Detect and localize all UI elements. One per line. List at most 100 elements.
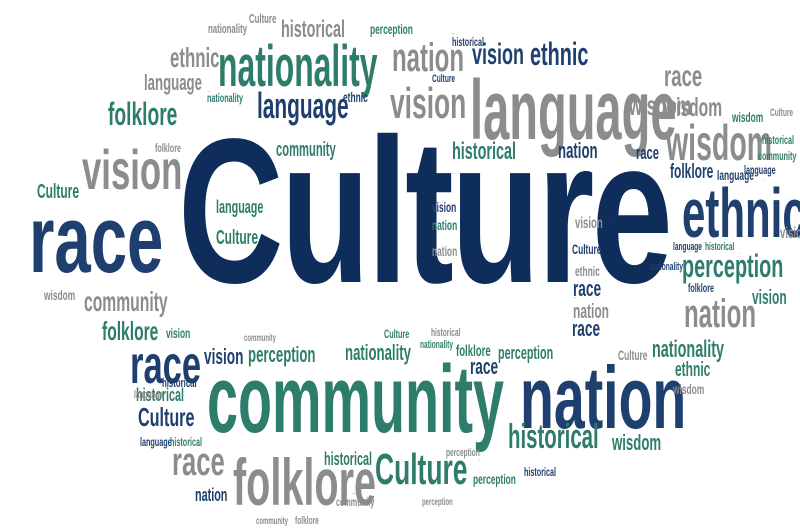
word-language: language — [717, 167, 754, 183]
word-wisdom: wisdom — [673, 381, 705, 397]
word-historical: historical — [324, 449, 373, 469]
word-language: language — [140, 435, 172, 449]
word-historical: historical — [508, 418, 599, 456]
word-language: language — [257, 85, 349, 126]
word-wisdom: wisdom — [612, 430, 662, 455]
word-community: community — [336, 495, 375, 509]
word-race: race — [573, 276, 602, 301]
word-community: community — [84, 286, 168, 317]
word-culture: Culture — [138, 402, 195, 432]
word-race: race — [470, 354, 499, 379]
word-community: community — [244, 333, 277, 344]
word-language-large: language — [470, 63, 677, 157]
word-ethnic: ethnic — [675, 359, 711, 381]
word-community: community — [256, 516, 289, 527]
word-historical: historical — [705, 241, 735, 253]
word-perception: perception — [682, 248, 784, 284]
word-community-large: community — [207, 346, 504, 453]
word-vision: vision — [82, 138, 183, 201]
word-vision: vision — [432, 199, 457, 215]
word-vision: vision — [166, 325, 191, 341]
word-historical: historical — [610, 218, 613, 219]
word-folklore: folklore — [102, 316, 159, 346]
word-race: race — [664, 60, 703, 93]
word-race: race — [572, 316, 601, 341]
word-historical: historical — [170, 435, 203, 449]
word-folklore: folklore — [670, 161, 714, 183]
word-language: language — [744, 163, 776, 177]
word-historical: historical — [136, 385, 185, 405]
word-perception: perception — [498, 343, 554, 363]
word-nation: nation — [573, 301, 609, 323]
word-nation: nation — [574, 298, 576, 299]
word-wisdom: wisdom — [666, 115, 773, 171]
word-nationality: nationality — [208, 21, 248, 36]
word-vision: vision — [575, 215, 603, 232]
word-folklore: folklore — [160, 330, 163, 331]
word-historical: historical — [452, 138, 517, 165]
word-culture: Culture — [572, 241, 602, 257]
word-nation: nation — [195, 485, 228, 505]
word-nationality: nationality — [38, 0, 42, 1]
word-race: race — [636, 143, 659, 163]
word-wisdom: wisdom — [664, 92, 723, 122]
word-perception: perception — [370, 21, 413, 37]
word-culture: Culture — [618, 347, 648, 363]
word-perception: perception — [446, 447, 480, 459]
word-language: language — [134, 389, 163, 401]
word-language: language — [208, 92, 211, 93]
word-culture: Culture — [375, 445, 468, 494]
word-nation: nation — [392, 36, 464, 80]
word-culture: Culture — [384, 327, 410, 341]
word-nationality: nationality — [207, 91, 244, 105]
word-nation: nation — [432, 243, 458, 259]
word-historical: historical — [762, 133, 795, 147]
word-wisdom: wisdom — [732, 109, 764, 125]
word-culture: Culture — [37, 181, 79, 203]
word-culture: Culture — [216, 227, 258, 249]
word-ethnic: ethnic — [575, 263, 600, 279]
word-ethnic: ethnic — [530, 36, 589, 72]
word-vision: vision — [390, 79, 467, 128]
word-nation-large: nation — [520, 348, 687, 447]
word-wisdom: wisdom — [629, 90, 692, 121]
word-culture: Culture — [764, 180, 767, 181]
word-historical: historical — [431, 327, 461, 339]
word-perception: perception — [438, 76, 442, 77]
word-nationality: nationality — [345, 340, 412, 365]
word-historical: historical — [162, 375, 197, 390]
word-historical: historical — [452, 35, 485, 49]
word-community: community — [356, 496, 360, 497]
word-folklore-large: folklore — [233, 445, 377, 519]
word-race: race — [470, 356, 472, 357]
word-language: language — [673, 241, 702, 253]
word-language: language — [436, 98, 439, 99]
word-nation: nation — [558, 138, 598, 163]
word-vision: vision — [204, 344, 244, 369]
word-folklore: folklore — [456, 343, 491, 360]
word-vision: vision — [472, 38, 525, 71]
word-historical: historical — [524, 465, 557, 479]
word-nation: nation — [740, 254, 742, 255]
word-vision: vision — [752, 287, 787, 309]
word-nationality-large: nationality — [218, 34, 378, 99]
word-vision: vision — [780, 225, 800, 242]
word-historical: historical — [281, 16, 346, 43]
word-language: language — [144, 70, 202, 95]
word-culture-main: Culture — [178, 96, 673, 326]
word-nationality: nationality — [650, 261, 684, 273]
word-folklore: folklore — [688, 281, 715, 295]
word-community: community — [352, 494, 356, 495]
word-folklore: folklore — [295, 515, 319, 527]
word-nation: nation — [434, 258, 436, 259]
word-vision: vision — [578, 228, 580, 229]
word-historical: historical — [452, 34, 455, 35]
word-nation: nation — [684, 292, 756, 336]
word-nationality: nationality — [430, 346, 434, 347]
word-race-large: race — [29, 186, 164, 293]
word-language: language — [216, 197, 264, 217]
word-folklore: folklore — [108, 96, 178, 132]
word-nationality: nationality — [652, 336, 725, 363]
word-folklore: folklore — [155, 141, 182, 155]
